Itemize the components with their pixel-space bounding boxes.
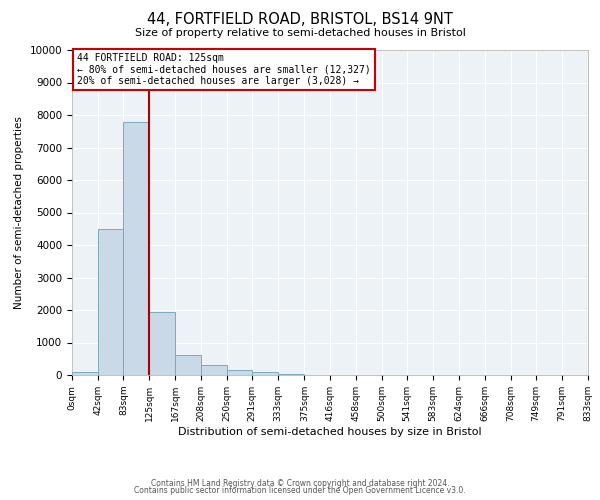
Text: 44, FORTFIELD ROAD, BRISTOL, BS14 9NT: 44, FORTFIELD ROAD, BRISTOL, BS14 9NT	[147, 12, 453, 28]
Bar	[149, 312, 175, 375]
X-axis label: Distribution of semi-detached houses by size in Bristol: Distribution of semi-detached houses by …	[178, 426, 482, 436]
Bar	[124, 122, 149, 375]
Bar	[175, 355, 201, 375]
Text: 44 FORTFIELD ROAD: 125sqm
← 80% of semi-detached houses are smaller (12,327)
20%: 44 FORTFIELD ROAD: 125sqm ← 80% of semi-…	[77, 53, 371, 86]
Bar	[98, 229, 124, 375]
Bar	[201, 365, 227, 375]
Text: Contains public sector information licensed under the Open Government Licence v3: Contains public sector information licen…	[134, 486, 466, 495]
Bar	[252, 372, 278, 375]
Bar	[227, 370, 252, 375]
Text: Contains HM Land Registry data © Crown copyright and database right 2024.: Contains HM Land Registry data © Crown c…	[151, 478, 449, 488]
Text: Size of property relative to semi-detached houses in Bristol: Size of property relative to semi-detach…	[134, 28, 466, 38]
Bar	[72, 372, 98, 375]
Bar	[278, 374, 304, 375]
Y-axis label: Number of semi-detached properties: Number of semi-detached properties	[14, 116, 24, 309]
